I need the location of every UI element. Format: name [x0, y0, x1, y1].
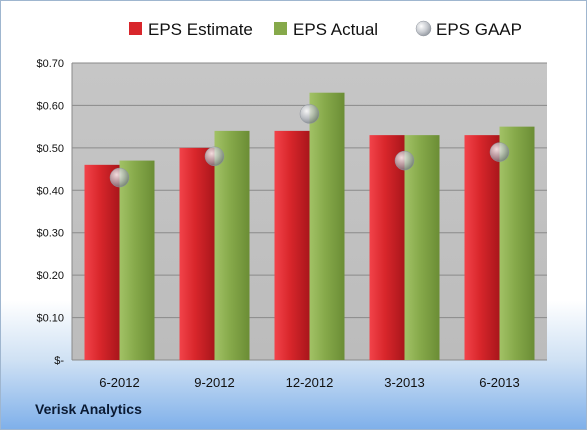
legend-label: EPS GAAP — [436, 20, 522, 39]
x-tick-label: 6-2012 — [99, 375, 139, 390]
x-tick-label: 12-2012 — [286, 375, 334, 390]
eps-estimate-bar — [274, 130, 310, 360]
eps-estimate-bar — [179, 147, 215, 360]
eps-gaap-point — [489, 142, 510, 162]
plot-area: $- $0.10 $0.20 $0.30 $0.40 $0.50 $0.60 $0.70 6-2… — [36, 58, 547, 390]
eps-actual-bar — [214, 130, 250, 360]
company-name: Verisk Analytics — [35, 401, 142, 417]
y-tick-label: $0.20 — [36, 270, 64, 282]
x-tick-label: 9-2012 — [194, 375, 234, 390]
legend-swatch-gaap — [415, 20, 432, 37]
legend-label: EPS Estimate — [148, 20, 253, 39]
legend: EPS Estimate EPS Actual EPS GAAP — [129, 20, 522, 39]
legend-label: EPS Actual — [293, 20, 378, 39]
eps-estimate-bar — [464, 135, 500, 360]
y-tick-label: $0.60 — [36, 100, 64, 112]
eps-estimate-bar — [84, 164, 120, 360]
y-tick-label: $0.30 — [36, 228, 64, 240]
y-tick-label: $0.50 — [36, 143, 64, 155]
x-tick-label: 6-2013 — [479, 375, 519, 390]
eps-actual-bar — [309, 92, 345, 360]
y-tick-label: $0.10 — [36, 313, 64, 325]
eps-gaap-point — [204, 146, 225, 167]
y-tick-label: $0.40 — [36, 185, 64, 197]
eps-gaap-point — [109, 167, 130, 188]
eps-estimate-bar — [369, 135, 405, 360]
legend-swatch-actual — [274, 22, 287, 35]
y-tick-label: $- — [54, 355, 64, 367]
legend-swatch-estimate — [129, 22, 142, 35]
eps-gaap-point — [299, 104, 320, 124]
eps-gaap-point — [394, 150, 415, 171]
eps-actual-bar — [499, 126, 535, 361]
y-tick-label: $0.70 — [36, 58, 64, 70]
eps-actual-bar — [404, 135, 440, 360]
eps-actual-bar — [119, 160, 155, 360]
x-tick-label: 3-2013 — [384, 375, 424, 390]
